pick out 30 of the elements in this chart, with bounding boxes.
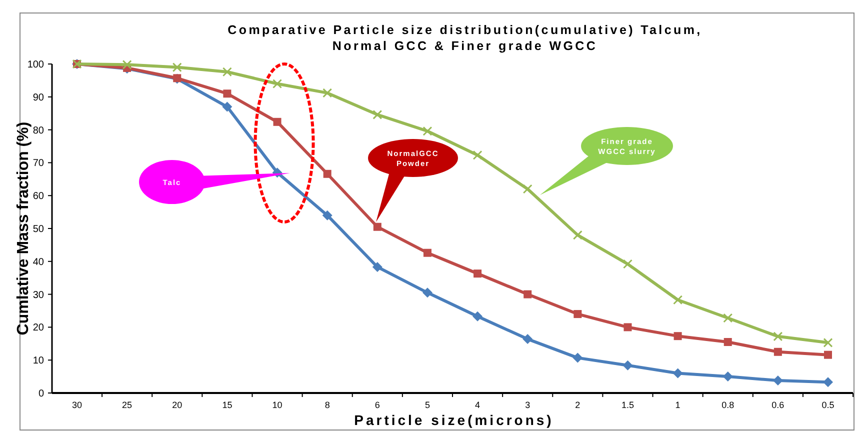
- y-tick-label: 90: [32, 92, 44, 104]
- y-tick-label: 50: [32, 224, 44, 235]
- x-tick-label: 0.6: [772, 400, 784, 410]
- x-tick-label: 4: [475, 400, 480, 410]
- y-tick-label: 0: [38, 388, 44, 400]
- x-tick-label: 15: [222, 400, 232, 410]
- x-tick-label: 0.8: [722, 400, 734, 410]
- x-tick-label: 5: [424, 400, 430, 410]
- x-tick-label: 1: [675, 400, 680, 410]
- x-tick-label: 8: [324, 400, 330, 410]
- x-axis-title: Particle size(microns): [354, 412, 554, 428]
- y-tick-label: 80: [32, 125, 44, 136]
- x-tick-label: 20: [172, 400, 182, 410]
- x-tick-label: 6: [374, 400, 380, 410]
- x-tick-label: 2: [575, 400, 580, 410]
- y-axis-title: Cumlative Mass fraction (%): [15, 122, 32, 336]
- y-tick-label: 70: [32, 158, 44, 170]
- chart-title: Comparative Particle size distribution(cumulative) Talcum, Normal GCC & Finer grade WGCC: [228, 23, 702, 53]
- y-tick-label: 100: [27, 60, 44, 70]
- y-tick-label: 30: [32, 290, 44, 301]
- x-tick-label: 10: [272, 400, 282, 410]
- x-tick-label: 3: [525, 400, 530, 410]
- y-tick-label: 10: [32, 356, 44, 367]
- x-tick-label: 0.5: [822, 400, 834, 410]
- x-tick-label: 25: [122, 400, 132, 410]
- x-tick-label: 1.5: [621, 400, 634, 410]
- y-tick-label: 20: [32, 322, 44, 334]
- y-tick-label: 40: [32, 256, 44, 268]
- y-tick-label: 60: [32, 191, 44, 202]
- x-tick-label: 30: [72, 400, 82, 410]
